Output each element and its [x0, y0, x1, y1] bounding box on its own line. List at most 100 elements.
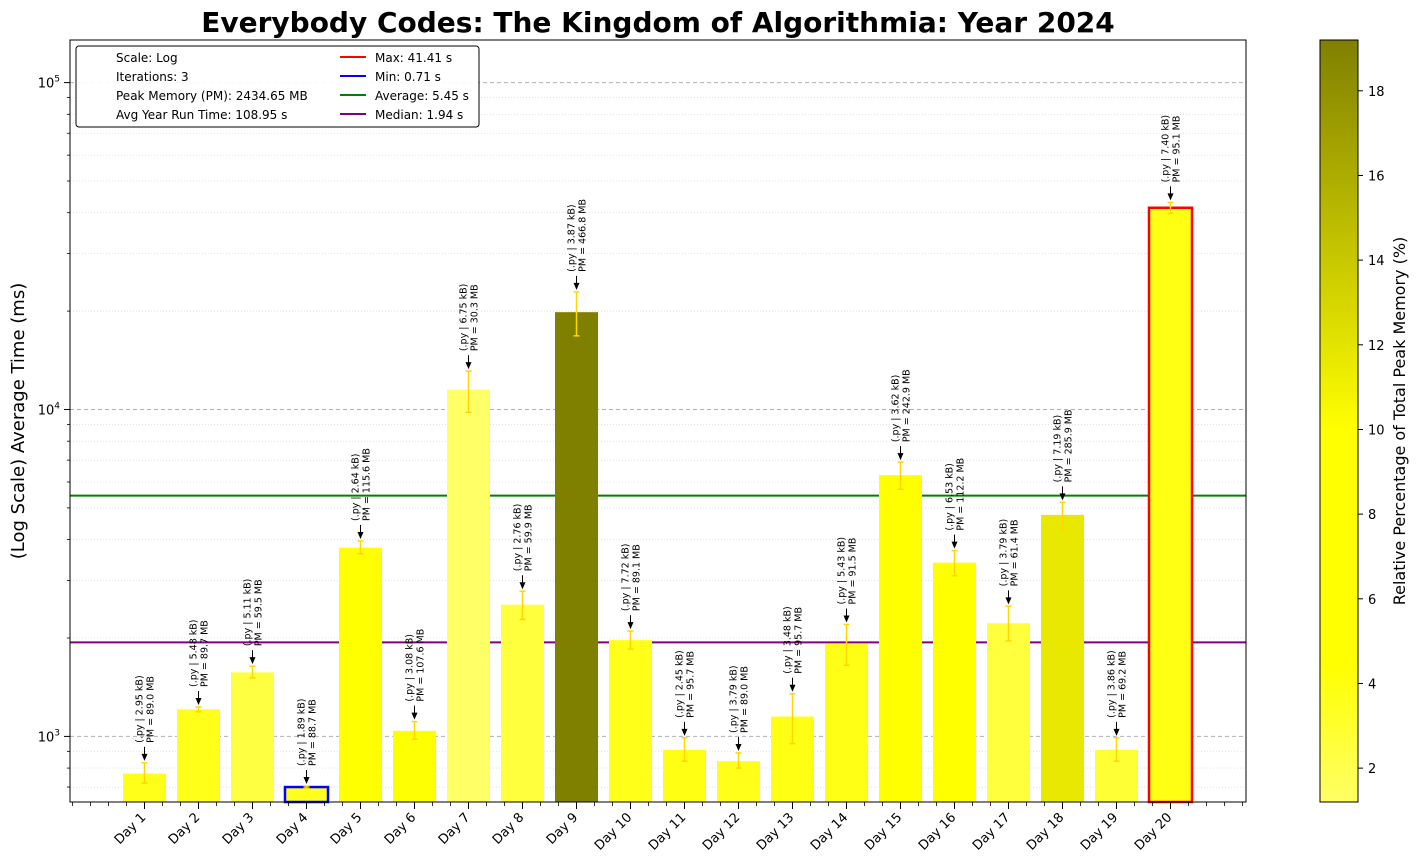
annotation-file-size: (.py | 3.79 kB) [729, 665, 740, 733]
bar-day-4 [283, 785, 330, 804]
annotation-peak-memory: PM = 89.7 MB [200, 620, 211, 687]
annotation-peak-memory: PM = 61.4 MB [1010, 520, 1021, 587]
bar-day-14 [825, 643, 868, 802]
annotation-file-size: (.py | 2.64 kB) [351, 453, 362, 521]
colorbar-tick-label: 8 [1368, 508, 1376, 523]
annotation-peak-memory: PM = 107.6 MB [416, 629, 427, 702]
colorbar-ticks: 2 4 6 8 10 12 14 16 18 [1358, 85, 1385, 777]
annotation-arrow-head [1005, 597, 1012, 605]
annotation-arrow-head [789, 684, 796, 692]
annotation-arrow-head [303, 777, 310, 785]
colorbar-tick-label: 18 [1368, 85, 1385, 100]
annotation-arrow-head [519, 582, 526, 590]
x-tick-label: Day 16 [916, 810, 959, 853]
annotation-file-size: (.py | 2.76 kB) [513, 504, 524, 572]
annotation-arrow-head [249, 657, 256, 665]
annotation-peak-memory: PM = 59.9 MB [524, 504, 535, 571]
annotation-file-size: (.py | 2.95 kB) [135, 675, 146, 743]
x-tick-label: Day 7 [436, 810, 474, 848]
x-tick-label: Day 8 [490, 810, 528, 848]
colorbar-tick-label: 14 [1368, 254, 1385, 269]
annotation-peak-memory: PM = 112.2 MB [956, 458, 967, 531]
legend-label-max: Max: 41.41 s [375, 51, 452, 65]
x-tick-label: Day 13 [754, 810, 797, 853]
annotation-arrow-head [141, 753, 148, 761]
bars [123, 206, 1194, 804]
x-tick-label: Day 14 [808, 810, 851, 853]
annotation-file-size: (.py | 3.87 kB) [567, 204, 578, 272]
chart-title: Everybody Codes: The Kingdom of Algorith… [201, 6, 1115, 39]
legend-label-median: Median: 1.94 s [375, 108, 463, 122]
bar-day-6 [393, 730, 436, 802]
colorbar-tick-label: 10 [1368, 423, 1385, 438]
annotation-file-size: (.py | 5.43 kB) [837, 537, 848, 605]
annotation-arrow-head [681, 728, 688, 736]
annotation-file-size: (.py | 3.79 kB) [999, 519, 1010, 587]
x-tick-label: Day 5 [328, 810, 366, 848]
x-tick-label: Day 17 [970, 810, 1013, 853]
annotation-peak-memory: PM = 285.9 MB [1064, 409, 1075, 482]
annotation-peak-memory: PM = 91.5 MB [848, 538, 859, 605]
annotation-arrow-head [1167, 193, 1174, 201]
x-tick-label: Day 18 [1024, 810, 1067, 853]
annotation-peak-memory: PM = 95.7 MB [686, 651, 697, 718]
bar-annotations: (.py | 2.95 kB) PM = 89.0 MB (.py | 5.48 k… [135, 115, 1183, 785]
annotation-arrow-head [843, 615, 850, 623]
annotation-peak-memory: PM = 30.3 MB [470, 284, 481, 351]
x-axis: Day 1 Day 2 Day 3 Day 4 Day 5 Day 6 Day 7 Day 8… [72, 802, 1243, 854]
legend-info-iterations: Iterations: 3 [116, 70, 189, 84]
error-bars [141, 201, 1174, 789]
annotation-peak-memory: PM = 59.5 MB [253, 579, 264, 646]
annotation-arrow-head [1113, 728, 1120, 736]
annotation-file-size: (.py | 5.48 kB) [189, 619, 200, 687]
annotation-peak-memory: PM = 88.7 MB [308, 699, 319, 766]
annotation-file-size: (.py | 3.62 kB) [891, 375, 902, 443]
x-tick-label: Day 6 [382, 810, 420, 848]
annotation-peak-memory: PM = 115.6 MB [362, 448, 373, 521]
annotation-file-size: (.py | 6.53 kB) [945, 463, 956, 531]
annotation-peak-memory: PM = 89.0 MB [146, 676, 157, 743]
x-tick-label: Day 12 [700, 810, 743, 853]
legend-label-average: Average: 5.45 s [375, 89, 469, 103]
annotation-file-size: (.py | 3.86 kB) [1107, 650, 1118, 718]
annotation-arrow-head [357, 532, 364, 540]
bar-day-17 [987, 623, 1030, 802]
bar-day-9 [555, 312, 598, 802]
y-tick-label: 103 [38, 728, 60, 745]
colorbar-tick-label: 12 [1368, 339, 1385, 354]
x-tick-label: Day 3 [220, 810, 258, 848]
y-axis: 103 104 105 [38, 75, 70, 788]
bar-day-15 [879, 475, 922, 802]
annotation-file-size: (.py | 3.48 kB) [783, 606, 794, 674]
annotation-peak-memory: PM = 69.2 MB [1118, 651, 1129, 718]
annotation-file-size: (.py | 7.40 kB) [1161, 115, 1172, 183]
annotation-arrow-head [573, 282, 580, 290]
colorbar-tick-label: 4 [1368, 677, 1376, 692]
annotation-file-size: (.py | 2.45 kB) [675, 650, 686, 718]
annotation-file-size: (.py | 5.11 kB) [242, 579, 253, 647]
annotation-peak-memory: PM = 242.9 MB [902, 369, 913, 442]
colorbar-tick-label: 2 [1368, 762, 1376, 777]
annotation-arrow-head [1059, 493, 1066, 501]
x-tick-label: Day 2 [166, 810, 204, 848]
x-tick-label: Day 10 [592, 810, 635, 853]
y-tick-label: 105 [38, 75, 60, 92]
x-tick-label: Day 15 [862, 810, 905, 853]
y-tick-label: 104 [38, 402, 61, 419]
legend-info-peak-memory: Peak Memory (PM): 2434.65 MB [116, 89, 308, 103]
annotation-file-size: (.py | 1.89 kB) [297, 699, 308, 767]
bar-day-3 [231, 672, 274, 802]
colorbar-gradient [1319, 39, 1359, 803]
annotation-file-size: (.py | 6.75 kB) [459, 284, 470, 352]
x-tick-label: Day 9 [544, 810, 582, 848]
colorbar-label: Relative Percentage of Total Peak Memory… [1390, 237, 1409, 606]
annotation-arrow-head [951, 541, 958, 549]
annotation-peak-memory: PM = 95.7 MB [794, 607, 805, 674]
x-tick-label: Day 4 [274, 810, 312, 848]
colorbar-tick-label: 16 [1368, 169, 1385, 184]
annotation-peak-memory: PM = 466.8 MB [578, 199, 589, 272]
annotation-arrow-head [627, 622, 634, 630]
bar-day-20 [1147, 206, 1194, 804]
annotation-arrow-head [465, 362, 472, 370]
